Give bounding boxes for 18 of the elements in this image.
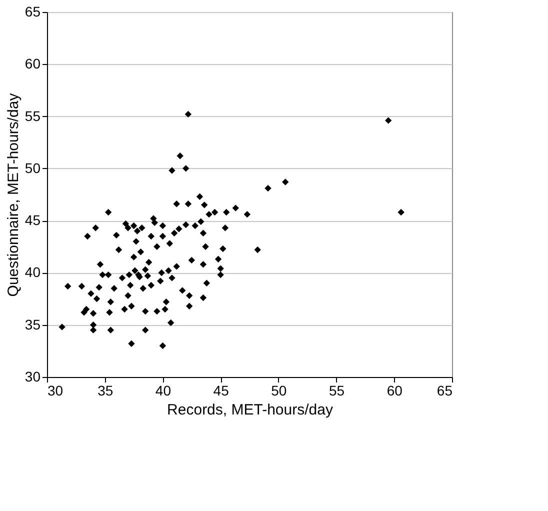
y-tick-label: 35 [24,316,41,332]
x-tick-label: 30 [48,382,64,398]
x-tick-label: 45 [213,382,230,398]
x-tick-label: 65 [436,382,453,398]
y-tick-label: 40 [24,264,41,280]
x-tick-label: 35 [98,382,114,398]
x-tick-label: 40 [155,382,172,398]
y-tick-label: 60 [24,56,41,72]
y-tick-label: 50 [24,160,41,176]
x-tick-label: 55 [328,382,345,398]
x-tick-label: 50 [271,382,287,398]
y-tick-label: 65 [24,4,41,20]
y-axis-title: Questionnaire, MET-hours/day [4,92,22,297]
x-axis-title: Records, MET-hours/day [167,402,334,418]
y-tick-label: 45 [24,212,41,228]
y-tick-label: 55 [24,108,41,124]
y-tick-label: 30 [24,368,41,384]
x-tick-label: 60 [386,382,403,398]
